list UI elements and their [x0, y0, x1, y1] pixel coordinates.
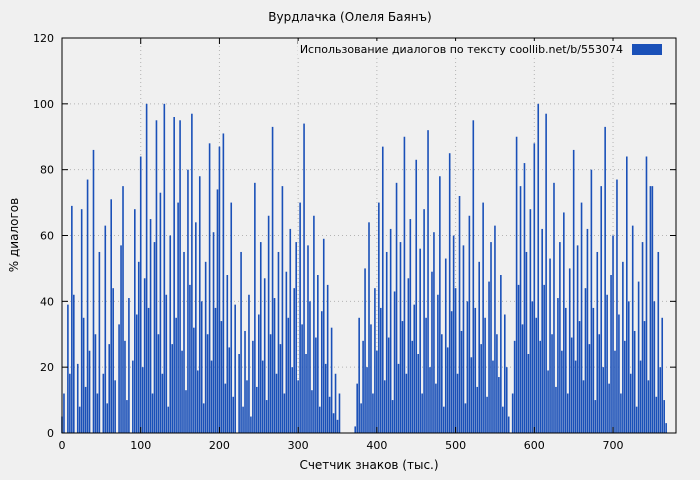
- bars-group: [61, 103, 667, 434]
- tick-labels: 0 100 200 300 400 500 600 700 0 20 40 60 80 100 120: [33, 32, 624, 452]
- legend-swatch: [632, 44, 662, 55]
- svg-text:0: 0: [59, 439, 66, 452]
- svg-text:500: 500: [445, 439, 466, 452]
- svg-text:700: 700: [603, 439, 624, 452]
- chart-title: Вурдлачка (Олеля Баянъ): [268, 10, 432, 24]
- svg-text:60: 60: [40, 230, 54, 243]
- svg-text:200: 200: [209, 439, 230, 452]
- svg-text:400: 400: [366, 439, 387, 452]
- svg-text:100: 100: [33, 98, 54, 111]
- svg-text:80: 80: [40, 164, 54, 177]
- svg-text:0: 0: [47, 427, 54, 440]
- x-axis-label: Счетчик знаков (тыс.): [299, 458, 439, 472]
- svg-text:100: 100: [130, 439, 151, 452]
- svg-text:120: 120: [33, 32, 54, 45]
- y-axis-label: % диалогов: [7, 197, 21, 273]
- svg-text:600: 600: [524, 439, 545, 452]
- legend: Использование диалогов по тексту coollib…: [297, 41, 664, 58]
- legend-label: Использование диалогов по тексту coollib…: [299, 43, 623, 56]
- svg-text:20: 20: [40, 361, 54, 374]
- svg-text:300: 300: [288, 439, 309, 452]
- svg-text:40: 40: [40, 295, 54, 308]
